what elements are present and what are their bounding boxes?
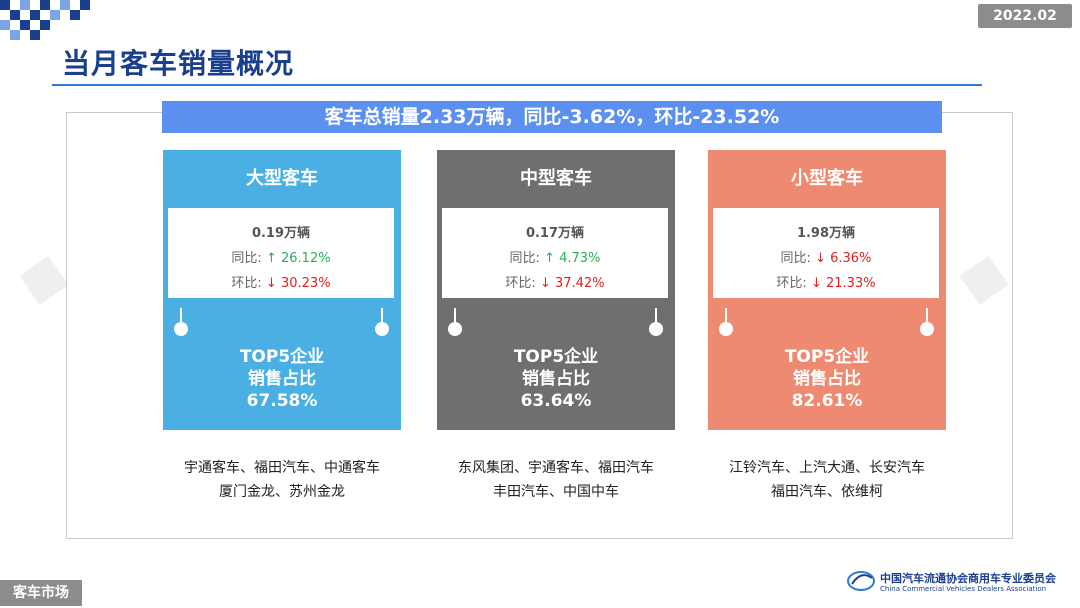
top5-subtitle: 销售占比 xyxy=(248,369,316,389)
company-list-line: 福田汽车、依维柯 xyxy=(771,484,883,500)
up-arrow-icon: ↑ xyxy=(265,251,277,266)
category-card-small: 小型客车 1.98万辆 同比: ↓ 6.36% 环比: ↓ 21.33% TOP… xyxy=(708,150,946,500)
top5-companies: 江铃汽车、上汽大通、长安汽车 福田汽车、依维柯 xyxy=(708,456,946,504)
association-name-en: China Commercial Vehicles Dealers Associ… xyxy=(880,585,1047,593)
sales-volume: 0.19万辆 xyxy=(251,226,311,241)
yoy-line: 同比: ↑ 26.12% xyxy=(168,247,394,266)
top5-title: TOP5企业 xyxy=(513,347,599,367)
mom-line: 环比: ↓ 30.23% xyxy=(168,272,394,291)
stats-box: 1.98万辆 同比: ↓ 6.36% 环比: ↓ 21.33% xyxy=(713,208,939,298)
category-header: 小型客车 xyxy=(708,150,946,208)
top5-subtitle: 销售占比 xyxy=(793,369,861,389)
mom-label: 环比: xyxy=(231,276,262,291)
top5-subtitle: 销售占比 xyxy=(522,369,590,389)
stats-box: 0.17万辆 同比: ↑ 4.73% 环比: ↓ 37.42% xyxy=(442,208,668,298)
top5-percentage: 63.64% xyxy=(520,391,592,411)
mom-value: 37.42% xyxy=(555,276,605,291)
yoy-label: 同比: xyxy=(509,251,540,266)
top5-companies: 宇通客车、福田汽车、中通客车 厦门金龙、苏州金龙 xyxy=(163,456,401,504)
connector-line xyxy=(725,308,727,330)
company-list-line: 江铃汽车、上汽大通、长安汽车 xyxy=(729,460,925,476)
down-arrow-icon: ↓ xyxy=(539,276,551,291)
page-title: 当月客车销量概况 xyxy=(62,47,295,80)
pin-icon xyxy=(375,322,389,336)
mom-value: 30.23% xyxy=(281,276,331,291)
top5-companies: 东风集团、宇通客车、福田汽车 丰田汽车、中国中车 xyxy=(437,456,675,504)
association-logo: 中国汽车流通协会商用车专业委员会 China Commercial Vehicl… xyxy=(846,566,1066,600)
cvda-logo-icon xyxy=(847,571,875,591)
mom-value: 21.33% xyxy=(826,276,876,291)
top5-percentage: 82.61% xyxy=(791,391,863,411)
connector-line xyxy=(454,308,456,330)
category-header: 中型客车 xyxy=(437,150,675,208)
top5-percentage: 67.58% xyxy=(246,391,318,411)
pin-icon xyxy=(649,322,663,336)
corner-decoration xyxy=(0,0,100,40)
connector-line xyxy=(655,308,657,330)
yoy-label: 同比: xyxy=(780,251,811,266)
connector-line xyxy=(381,308,383,330)
mom-label: 环比: xyxy=(776,276,807,291)
pin-icon xyxy=(448,322,462,336)
up-arrow-icon: ↑ xyxy=(544,251,555,266)
category-card-medium: 中型客车 0.17万辆 同比: ↑ 4.73% 环比: ↓ 37.42% TOP… xyxy=(437,150,675,500)
category-card-large: 大型客车 0.19万辆 同比: ↑ 26.12% 环比: ↓ 30.23% TO… xyxy=(163,150,401,500)
pin-icon xyxy=(920,322,934,336)
summary-banner: 客车总销量2.33万辆，同比-3.62%，环比-23.52% xyxy=(162,101,942,133)
mom-line: 环比: ↓ 37.42% xyxy=(442,272,668,291)
down-arrow-icon: ↓ xyxy=(265,276,277,291)
pin-icon xyxy=(174,322,188,336)
title-divider xyxy=(52,84,982,86)
yoy-value: 4.73% xyxy=(559,251,601,266)
section-tag: 客车市场 xyxy=(0,580,82,606)
top5-share-box: TOP5企业 销售占比 63.64% xyxy=(437,318,675,430)
connector-line xyxy=(926,308,928,330)
sales-volume: 0.17万辆 xyxy=(525,226,585,241)
top5-title: TOP5企业 xyxy=(239,347,325,367)
yoy-line: 同比: ↓ 6.36% xyxy=(713,247,939,266)
sales-volume: 1.98万辆 xyxy=(796,226,856,241)
yoy-value: 6.36% xyxy=(830,251,872,266)
top5-share-box: TOP5企业 销售占比 67.58% xyxy=(163,318,401,430)
yoy-label: 同比: xyxy=(231,251,262,266)
company-list-line: 宇通客车、福田汽车、中通客车 xyxy=(184,460,380,476)
association-name-cn: 中国汽车流通协会商用车专业委员会 xyxy=(880,572,1056,585)
report-date-badge: 2022.02 xyxy=(978,4,1072,28)
connector-line xyxy=(180,308,182,330)
down-arrow-icon: ↓ xyxy=(810,276,822,291)
company-list-line: 东风集团、宇通客车、福田汽车 xyxy=(458,460,654,476)
top5-share-box: TOP5企业 销售占比 82.61% xyxy=(708,318,946,430)
pin-icon xyxy=(719,322,733,336)
company-list-line: 丰田汽车、中国中车 xyxy=(493,484,619,500)
category-header: 大型客车 xyxy=(163,150,401,208)
top5-title: TOP5企业 xyxy=(784,347,870,367)
mom-line: 环比: ↓ 21.33% xyxy=(713,272,939,291)
company-list-line: 厦门金龙、苏州金龙 xyxy=(219,484,345,500)
stats-box: 0.19万辆 同比: ↑ 26.12% 环比: ↓ 30.23% xyxy=(168,208,394,298)
mom-label: 环比: xyxy=(505,276,536,291)
yoy-value: 26.12% xyxy=(281,251,331,266)
yoy-line: 同比: ↑ 4.73% xyxy=(442,247,668,266)
down-arrow-icon: ↓ xyxy=(815,251,826,266)
